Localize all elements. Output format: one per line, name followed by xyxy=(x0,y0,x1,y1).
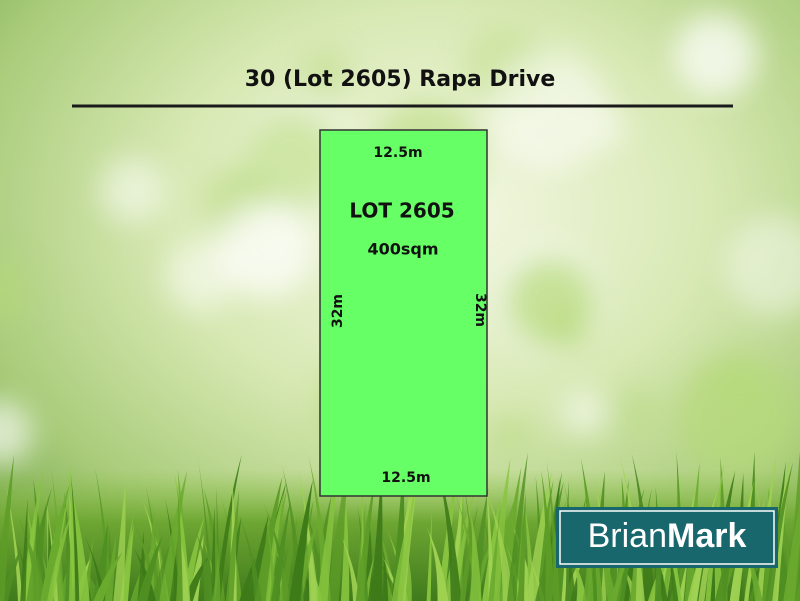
grass-blade xyxy=(66,470,90,601)
grass-blade xyxy=(485,469,494,601)
bokeh xyxy=(0,13,800,476)
grass-blade xyxy=(263,504,277,601)
bokeh-spot xyxy=(218,202,314,298)
left-dimension: 32m xyxy=(330,294,346,328)
grass-blade xyxy=(499,531,524,601)
logo-second: Mark xyxy=(667,517,746,555)
bokeh-spot xyxy=(301,48,349,96)
grass-blade xyxy=(247,514,269,601)
lot-shape xyxy=(319,129,488,497)
lot-area: 400sqm xyxy=(367,240,438,259)
grass-blade xyxy=(18,517,46,601)
grass-blade xyxy=(0,546,23,601)
logo: BrianMark xyxy=(556,507,778,568)
grass-blade xyxy=(795,579,800,601)
right-dimension: 32m xyxy=(472,293,488,327)
grass-blade xyxy=(238,515,262,601)
grass-blade xyxy=(355,476,376,601)
grass-blade xyxy=(79,525,107,601)
bokeh-spot xyxy=(677,355,798,476)
grass-blade xyxy=(391,491,415,601)
logo-first: Brian xyxy=(588,517,667,555)
bokeh-spot xyxy=(673,13,758,98)
bokeh-spot xyxy=(242,111,343,212)
bottom-dimension: 12.5m xyxy=(381,470,430,486)
grass-blade xyxy=(783,501,800,601)
grass-blade xyxy=(151,541,172,601)
grass-blade xyxy=(487,494,515,601)
grass-blade xyxy=(277,525,295,601)
grass-blade xyxy=(225,489,240,601)
grass-blade xyxy=(70,473,80,601)
bokeh-spot xyxy=(490,52,610,172)
top-dimension: 12.5m xyxy=(373,145,422,161)
bokeh-spot xyxy=(610,387,661,438)
bokeh-spot xyxy=(560,389,607,436)
grass-blade xyxy=(434,453,462,601)
grass xyxy=(0,451,800,601)
grass-blade xyxy=(174,472,191,601)
grass-blade xyxy=(177,485,183,601)
grass-blade xyxy=(0,458,23,601)
logo-text: BrianMark xyxy=(588,517,747,555)
grass-blade xyxy=(239,557,256,601)
grass-blade xyxy=(197,453,214,601)
grass-blade xyxy=(583,481,603,601)
bokeh-spot xyxy=(724,215,800,317)
grass-blade xyxy=(0,454,15,601)
grass-blade xyxy=(212,556,221,601)
logo-box xyxy=(556,507,778,568)
grass-blade xyxy=(373,554,401,601)
grass-blade xyxy=(137,535,163,601)
grass-blade xyxy=(93,552,123,601)
grass-blade xyxy=(20,498,28,601)
bokeh-spot xyxy=(0,259,32,321)
grass-blade xyxy=(733,520,763,601)
grass-blade xyxy=(339,530,361,601)
logo-border xyxy=(559,510,775,565)
grass-blade xyxy=(133,548,156,601)
grass-blade xyxy=(488,522,499,601)
grass-blade xyxy=(271,500,291,601)
grass-blade xyxy=(651,487,679,601)
grass-blade xyxy=(370,468,383,601)
grass-blade xyxy=(47,509,73,601)
grass-blade xyxy=(426,509,432,601)
grass-blade xyxy=(40,483,70,601)
grass-blade xyxy=(195,531,214,601)
bokeh-spot xyxy=(0,399,34,466)
grass-blade xyxy=(113,480,126,601)
grass-blade xyxy=(644,521,668,601)
grass-blade xyxy=(289,479,313,601)
grass-blade xyxy=(573,560,587,601)
bokeh-spot xyxy=(165,240,237,312)
grass-blade xyxy=(68,463,76,601)
bokeh-spot xyxy=(99,157,166,224)
bokeh-spot xyxy=(504,256,597,349)
grass-blade xyxy=(94,467,113,601)
bokeh-spot xyxy=(488,412,531,455)
grass-blade xyxy=(278,518,298,601)
grass-blade xyxy=(517,492,526,601)
grass-blade xyxy=(541,469,555,601)
grass-blade xyxy=(582,545,594,601)
grass-blade xyxy=(215,454,242,601)
grass-blade xyxy=(316,469,338,601)
grass-blade xyxy=(426,526,449,601)
title: 30 (Lot 2605) Rapa Drive xyxy=(245,67,556,92)
grass-blade xyxy=(159,470,188,601)
grass-blade xyxy=(298,469,317,601)
grass-blade xyxy=(506,452,528,601)
grass-blade xyxy=(469,512,482,601)
grass-blade xyxy=(286,539,315,601)
lot-label: LOT 2605 xyxy=(349,199,454,223)
